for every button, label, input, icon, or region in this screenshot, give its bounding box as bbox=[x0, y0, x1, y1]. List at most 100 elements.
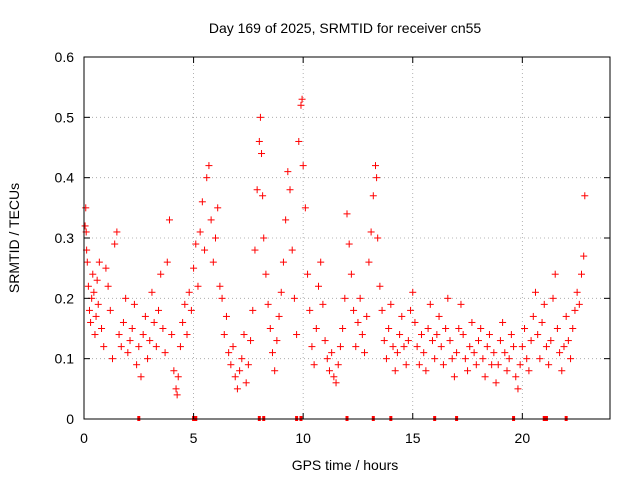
data-point bbox=[306, 306, 314, 314]
data-point bbox=[205, 162, 213, 170]
data-points bbox=[81, 95, 589, 399]
data-point bbox=[115, 331, 123, 339]
data-point bbox=[119, 318, 127, 326]
data-point bbox=[527, 337, 535, 345]
data-point bbox=[218, 294, 226, 302]
data-point bbox=[396, 331, 404, 339]
data-point bbox=[297, 101, 305, 109]
x-tick-label: 15 bbox=[405, 430, 421, 446]
data-point bbox=[365, 258, 373, 266]
data-point bbox=[108, 355, 116, 363]
data-point bbox=[240, 331, 248, 339]
data-point bbox=[225, 349, 233, 357]
data-point bbox=[209, 258, 217, 266]
data-point bbox=[358, 331, 366, 339]
data-point bbox=[82, 204, 90, 212]
data-point bbox=[190, 264, 198, 272]
data-point bbox=[173, 391, 181, 399]
data-point bbox=[439, 361, 447, 369]
data-point bbox=[113, 228, 121, 236]
data-point bbox=[259, 192, 267, 200]
data-point bbox=[159, 325, 167, 332]
data-point bbox=[128, 325, 136, 332]
data-point bbox=[407, 306, 415, 314]
data-point bbox=[236, 367, 244, 375]
data-point bbox=[345, 240, 353, 248]
data-point bbox=[238, 355, 246, 363]
data-point bbox=[507, 331, 515, 339]
data-point bbox=[415, 361, 423, 369]
data-point bbox=[98, 325, 106, 332]
data-point bbox=[525, 367, 533, 375]
data-point bbox=[393, 349, 401, 357]
data-point bbox=[466, 343, 474, 351]
data-point bbox=[536, 355, 544, 363]
data-point bbox=[499, 318, 507, 326]
data-point bbox=[404, 337, 412, 345]
data-point bbox=[299, 162, 307, 170]
data-point bbox=[459, 331, 467, 339]
data-point bbox=[378, 306, 386, 314]
data-point bbox=[251, 246, 259, 254]
data-point bbox=[133, 361, 141, 369]
data-point bbox=[343, 210, 351, 218]
data-point bbox=[475, 337, 482, 345]
data-point bbox=[152, 343, 160, 351]
data-point bbox=[203, 174, 211, 182]
data-point bbox=[179, 318, 187, 326]
data-point bbox=[560, 343, 568, 351]
data-point bbox=[518, 343, 526, 351]
data-point bbox=[222, 312, 230, 320]
data-point bbox=[371, 162, 379, 170]
data-point bbox=[87, 318, 95, 326]
data-point bbox=[455, 325, 463, 332]
y-tick-label: 0.5 bbox=[55, 109, 75, 125]
data-point bbox=[352, 343, 360, 351]
x-tick-label: 0 bbox=[80, 430, 88, 446]
y-tick-label: 0.2 bbox=[55, 290, 75, 306]
data-point bbox=[523, 355, 531, 363]
data-point bbox=[91, 331, 99, 339]
data-point bbox=[330, 373, 338, 381]
data-point bbox=[334, 361, 342, 369]
x-tick-label: 10 bbox=[295, 430, 311, 446]
data-point bbox=[534, 331, 542, 339]
data-point bbox=[286, 186, 294, 194]
data-point bbox=[293, 331, 301, 339]
data-point bbox=[277, 288, 285, 296]
data-point bbox=[512, 373, 520, 381]
data-point bbox=[231, 373, 239, 381]
data-point bbox=[288, 246, 296, 254]
data-point bbox=[106, 306, 114, 314]
data-point bbox=[470, 349, 478, 357]
data-point bbox=[229, 343, 237, 351]
data-point bbox=[117, 343, 125, 351]
data-point bbox=[549, 294, 557, 302]
data-point bbox=[472, 361, 480, 369]
data-point bbox=[468, 318, 476, 326]
data-point bbox=[315, 282, 323, 290]
data-point bbox=[150, 318, 158, 326]
data-point bbox=[310, 361, 318, 369]
data-point bbox=[290, 294, 298, 302]
data-point bbox=[144, 355, 152, 363]
data-point bbox=[531, 288, 539, 296]
data-point bbox=[124, 349, 132, 357]
data-point bbox=[529, 312, 537, 320]
data-point bbox=[155, 306, 163, 314]
data-point bbox=[279, 258, 287, 266]
data-point bbox=[233, 385, 241, 393]
data-point bbox=[165, 216, 173, 224]
data-point bbox=[420, 349, 428, 357]
data-point bbox=[376, 282, 384, 290]
data-point bbox=[95, 258, 103, 266]
data-point bbox=[130, 300, 138, 308]
data-point bbox=[172, 385, 180, 393]
chart-title: Day 169 of 2025, SRMTID for receiver cn5… bbox=[209, 20, 482, 36]
data-point bbox=[325, 367, 333, 375]
data-point bbox=[214, 204, 222, 212]
data-point bbox=[356, 294, 364, 302]
data-point bbox=[227, 361, 235, 369]
data-point bbox=[260, 234, 268, 242]
data-point bbox=[571, 306, 579, 314]
